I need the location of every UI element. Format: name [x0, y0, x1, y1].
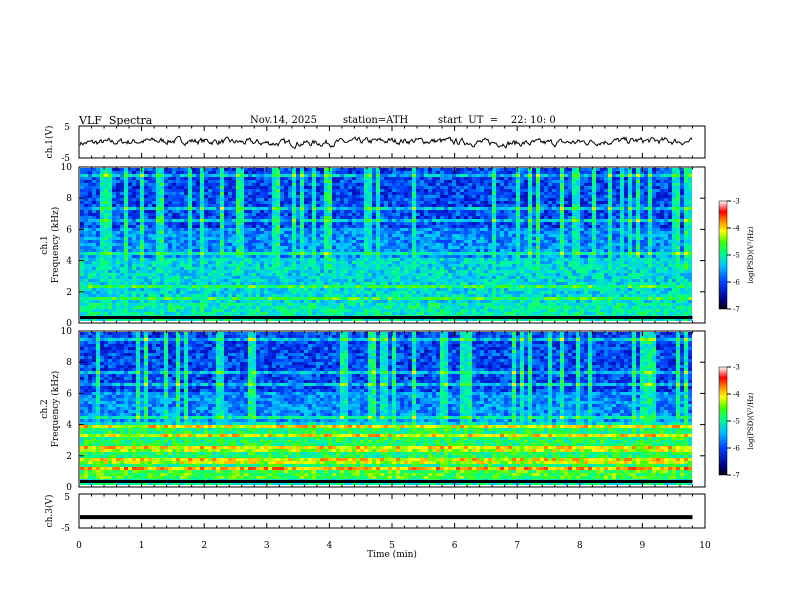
station-label: station=ATH [343, 115, 409, 126]
ytick-label: 8 [66, 194, 72, 204]
ch1-waveform-panel: 5 -5 ch.1(V) [44, 123, 706, 164]
colorbar-tick-label: -4 [733, 391, 740, 399]
colorbar-tick-label: -6 [733, 279, 740, 287]
ch1-colorbar-ticks: -3 -4 -5 -6 -7 [727, 198, 740, 314]
ch1-ytick-top: 5 [64, 123, 70, 133]
ytick-label: 6 [66, 389, 72, 399]
xtick-label: 9 [640, 541, 646, 551]
colorbar-tick-label: -3 [733, 198, 740, 206]
xtick-label: 1 [139, 541, 145, 551]
colorbar-tick-label: -5 [733, 418, 740, 426]
colorbar-tick-label: -7 [733, 306, 740, 314]
ch1-ytick-bottom: -5 [61, 154, 70, 164]
xtick-label: 8 [577, 541, 583, 551]
ytick-label: 2 [66, 452, 72, 462]
ch2-spec-ylabel-line2: Frequency (kHz) [50, 371, 61, 448]
ch3-ytick-bottom: -5 [61, 524, 70, 534]
chart-title: VLF Spectra [79, 114, 153, 127]
xtick-label: 4 [327, 541, 333, 551]
colorbar-tick-label: -6 [733, 445, 740, 453]
spectrogram-zero-band [80, 480, 693, 483]
ytick-label: 2 [66, 288, 72, 298]
time-axis-labels: 0 1 2 3 4 5 6 7 8 9 10 [76, 541, 711, 551]
xtick-label: 6 [452, 541, 458, 551]
xtick-label: 3 [264, 541, 270, 551]
ch1-spectrogram-yticks: 0 2 4 6 8 10 [61, 163, 705, 329]
ch2-colorbar: -3 -4 -5 -6 -7 log(PSD)(V²/Hz) [718, 364, 755, 480]
xtick-label: 0 [76, 541, 82, 551]
x-axis-label: Time (min) [367, 549, 417, 560]
ch1-spec-ylabel-line2: Frequency (kHz) [50, 207, 61, 284]
xtick-label: 7 [514, 541, 520, 551]
ch2-spectrogram-image [80, 332, 693, 485]
ytick-label: 6 [66, 225, 72, 235]
ch1-colorbar-label: log(PSD)(V²/Hz) [747, 226, 755, 283]
xtick-label: 2 [201, 541, 207, 551]
ch1-colorbar: -3 -4 -5 -6 -7 log(PSD)(V²/Hz) [718, 198, 755, 314]
ch3-waveform-panel: 5 -5 ch.3(V) [44, 493, 706, 534]
date-label: Nov.14, 2025 [250, 115, 317, 126]
ch3-waveform-trace [80, 515, 693, 520]
ch1-waveform-trace [79, 135, 693, 150]
colorbar-tick-label: -4 [733, 225, 740, 233]
xtick-label: 5 [389, 541, 395, 551]
ytick-label: 4 [66, 257, 72, 267]
start-time-label: start UT = 22: 10: 0 [438, 115, 556, 126]
xtick-label: 10 [699, 541, 711, 551]
colorbar-tick-label: -5 [733, 252, 740, 260]
colorbar-tick-label: -3 [733, 364, 740, 372]
spectrogram-zero-band [80, 316, 693, 319]
ch1-spec-ylabel-line1: ch.1 [40, 235, 50, 254]
ch3-ylabel: ch.3(V) [44, 495, 55, 528]
ch2-spectrogram-yticks: 0 2 4 6 8 10 [61, 327, 705, 493]
time-axis-ticks [78, 126, 706, 528]
ch1-spectrogram-panel: 0 2 4 6 8 10 ch.1 Frequency (kHz) [40, 163, 706, 329]
ytick-label: 4 [66, 421, 72, 431]
ytick-label: 0 [66, 319, 72, 329]
ch2-colorbar-label: log(PSD)(V²/Hz) [747, 392, 755, 449]
ch2-spec-ylabel-line1: ch.2 [40, 399, 50, 418]
ch1-spectrogram-image [80, 168, 693, 321]
ch2-spectrogram-panel: 0 2 4 6 8 10 ch.2 Frequency (kHz) [40, 327, 706, 493]
ytick-label: 0 [66, 483, 72, 493]
ytick-label: 10 [61, 163, 73, 173]
ytick-label: 10 [61, 327, 73, 337]
ch3-ytick-top: 5 [64, 493, 70, 503]
ytick-label: 8 [66, 358, 72, 368]
ch1-ylabel: ch.1(V) [44, 126, 55, 159]
colorbar-tick-label: -7 [733, 472, 740, 480]
ch2-colorbar-ticks: -3 -4 -5 -6 -7 [727, 364, 740, 480]
